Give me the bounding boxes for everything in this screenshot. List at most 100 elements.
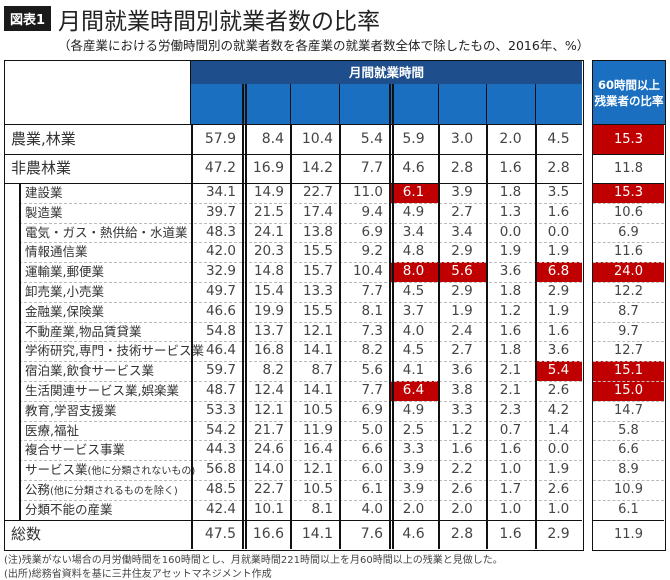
value-cell: 53.3 [205, 401, 236, 418]
value-cell: 22.7 [302, 184, 333, 200]
value-cell: 6.1 [361, 481, 383, 497]
value-cell: 4.0 [361, 500, 383, 517]
value-cell: 2.3 [499, 401, 522, 418]
industry-name: 公務(他に分類されるものを除く) [25, 480, 178, 500]
industry-name-text: 不動産業,物品賃貸業 [25, 323, 142, 339]
value-cell: 2.0 [451, 500, 473, 517]
industry-name-text: 農業,林業 [11, 130, 76, 148]
overtime-ratio-cell: 12.7 [614, 343, 643, 359]
sub-header-2 [290, 84, 339, 125]
value-cell: 1.4 [547, 421, 570, 438]
value-cell: 14.9 [253, 184, 284, 200]
value-cell: 0.0 [499, 223, 522, 240]
row-divider [593, 242, 664, 244]
row-divider [593, 183, 664, 184]
value-cell: 11.9 [302, 421, 333, 438]
value-cell: 15.4 [253, 283, 284, 299]
row-divider [593, 381, 664, 382]
table-row: 電気・ガス・熱供給・水道業 48.3 24.1 13.8 6.9 3.4 3.4 0.0 0.0 [5, 223, 582, 243]
industry-name-text: 情報通信業 [25, 244, 88, 260]
value-cell: 1.0 [499, 461, 522, 478]
value-cell: 14.1 [301, 525, 333, 542]
value-cell: 4.6 [402, 160, 425, 176]
value-cell: 6.8 [535, 262, 582, 282]
row-divider [19, 321, 582, 323]
group-header: 月間就業時間 [191, 61, 582, 84]
value-cell: 2.5 [402, 421, 425, 438]
source-note: (出所)総務省資料を基に三井住友アセットマネジメント作成 [4, 569, 272, 580]
value-cell: 16.9 [252, 160, 284, 176]
row-divider [593, 321, 664, 323]
value-cell: 4.5 [402, 342, 425, 359]
value-cell: 2.8 [450, 525, 474, 542]
industry-name-text: 宿泊業,飲食サービス業 [25, 363, 154, 379]
value-cell: 2.4 [451, 322, 473, 339]
value-cell: 15.5 [302, 302, 333, 319]
value-cell: 6.0 [361, 461, 383, 478]
value-cell: 3.6 [547, 342, 570, 359]
value-cell: 24.6 [253, 441, 284, 458]
industry-name-text: 公務 [25, 482, 51, 497]
value-cell: 22.7 [253, 481, 284, 497]
value-cell: 2.9 [451, 283, 473, 299]
value-cell: 2.7 [451, 203, 473, 220]
value-cell: 7.3 [361, 322, 383, 339]
value-cell: 8.1 [311, 500, 333, 517]
industry-name: 卸売業,小売業 [25, 282, 104, 302]
value-cell: 4.2 [547, 401, 570, 418]
industry-name: 運輸業,郵便業 [25, 262, 104, 282]
row-divider [19, 420, 582, 422]
value-cell: 1.9 [547, 243, 570, 260]
overtime-ratio-table: 60時間以上 残業者の比率 15.3 11.8 15.3 10.6 6.9 11.6 24.… [592, 60, 666, 551]
row-divider [19, 499, 582, 501]
figure-badge: 図表1 [4, 6, 52, 31]
value-cell: 4.5 [547, 131, 570, 147]
sub-header-7 [535, 84, 582, 125]
row-label-header [5, 61, 191, 125]
row-divider [5, 183, 582, 184]
value-cell: 21.5 [253, 203, 284, 220]
value-cell: 4.9 [402, 203, 425, 220]
value-cell: 0.0 [547, 441, 570, 458]
value-cell: 10.5 [302, 401, 333, 418]
industry-name-text: 医療,福祉 [25, 422, 79, 438]
overtime-header-line1: 60時間以上 [597, 77, 660, 92]
value-cell: 3.6 [451, 362, 473, 379]
value-cell: 2.1 [499, 382, 522, 398]
table-row: 農業,林業 57.9 8.4 10.4 5.4 5.9 3.0 2.0 4.5 [5, 125, 582, 154]
value-cell: 1.0 [499, 500, 522, 517]
industry-name: 建設業 [25, 183, 63, 203]
value-cell: 1.0 [547, 500, 570, 517]
row-divider [19, 222, 582, 224]
industry-name-text: サービス業 [25, 462, 88, 478]
value-cell: 8.1 [361, 302, 383, 319]
value-cell: 3.9 [402, 481, 425, 497]
value-cell: 1.3 [499, 203, 522, 220]
value-cell: 1.7 [499, 481, 522, 497]
table-row: 建設業 34.1 14.9 22.7 11.0 6.1 3.9 1.8 3.5 [5, 183, 582, 203]
value-cell: 10.1 [253, 500, 284, 517]
industry-name-text: 金融業,保険業 [25, 303, 104, 319]
industry-name: 製造業 [25, 203, 63, 223]
value-cell: 12.1 [302, 461, 333, 478]
value-cell: 57.9 [204, 131, 236, 147]
row-divider [593, 341, 664, 343]
value-cell: 1.9 [547, 461, 570, 478]
column-divider [339, 125, 341, 549]
industry-name: 宿泊業,飲食サービス業 [25, 361, 154, 381]
value-cell: 10.4 [301, 131, 333, 147]
column-divider [535, 125, 537, 549]
value-cell: 8.2 [262, 362, 284, 379]
value-cell: 2.2 [451, 461, 473, 478]
table-row: 金融業,保険業 46.6 19.9 15.5 8.1 3.7 1.9 1.2 1.9 [5, 302, 582, 322]
industry-name: サービス業(他に分類されないもの) [25, 460, 195, 480]
value-cell: 1.6 [499, 160, 522, 176]
value-cell: 14.8 [253, 263, 284, 280]
industry-name-text: 学術研究,専門・技術サービス業 [25, 343, 204, 359]
value-cell: 1.6 [547, 203, 570, 220]
value-cell: 12.4 [253, 382, 284, 398]
overtime-ratio-cell: 24.0 [593, 262, 664, 282]
industry-name: 金融業,保険業 [25, 302, 104, 322]
overtime-ratio-cell: 11.6 [614, 244, 643, 260]
row-divider [593, 480, 664, 481]
